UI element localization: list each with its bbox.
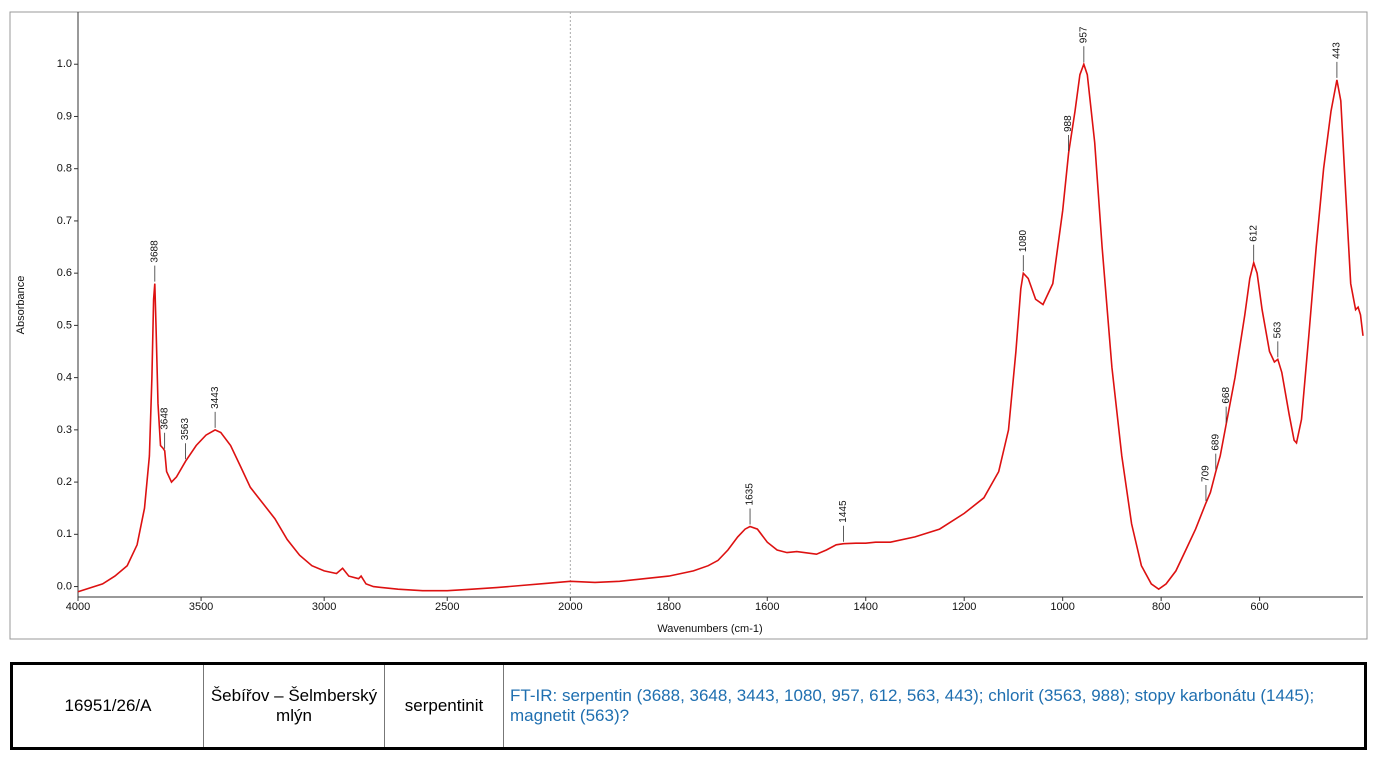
peak-label: 443 (1332, 42, 1343, 59)
peak-label: 957 (1078, 26, 1089, 43)
sample-table: 16951/26/A Šebířov – Šelmberský mlýn ser… (10, 662, 1367, 750)
peak-label: 1445 (838, 500, 849, 523)
y-axis-label: Absorbance (15, 276, 27, 335)
y-tick-label: 0.7 (57, 215, 72, 227)
x-tick-label: 1000 (1050, 601, 1074, 613)
x-tick-label: 3500 (189, 601, 213, 613)
sample-id: 16951/26/A (11, 663, 204, 749)
x-tick-label: 600 (1250, 601, 1268, 613)
y-tick-label: 0.5 (57, 319, 72, 331)
description: FT-IR: serpentin (3688, 3648, 3443, 1080… (503, 663, 1366, 749)
chart: Wavenumbers (cm-1) Absorbance 0.0 0.1 0.2 0… (9, 11, 1368, 640)
x-tick-label: 2000 (558, 601, 582, 613)
peak-label: 988 (1063, 115, 1074, 132)
y-tick-label: 0.1 (57, 528, 72, 540)
peak-label: 3563 (180, 418, 191, 441)
x-tick-label: 4000 (66, 601, 90, 613)
x-tick-label: 1400 (853, 601, 877, 613)
x-tick-label: 1800 (657, 601, 681, 613)
spectrum-line (77, 61, 1364, 593)
table-row: 16951/26/A Šebířov – Šelmberský mlýn ser… (11, 663, 1366, 749)
y-tick-label: 0.2 (57, 476, 72, 488)
y-tick-label: 1.0 (57, 58, 72, 70)
x-tick-label: 1600 (755, 601, 779, 613)
x-tick-label: 800 (1152, 601, 1170, 613)
peak-label: 612 (1248, 225, 1259, 242)
peak-label: 1080 (1018, 229, 1029, 252)
peak-label: 3648 (159, 407, 170, 430)
peak-label: 689 (1210, 434, 1221, 451)
x-tick-label: 2500 (435, 601, 459, 613)
x-tick-label: 1200 (952, 601, 976, 613)
peak-label: 668 (1221, 387, 1232, 404)
y-tick-label: 0.4 (57, 372, 72, 384)
locality: Šebířov – Šelmberský mlýn (203, 663, 385, 749)
y-tick-label: 0.8 (57, 163, 72, 175)
x-tick-label: 3000 (312, 601, 336, 613)
peak-label: 709 (1201, 465, 1212, 482)
x-axis-label: Wavenumbers (cm-1) (657, 623, 762, 635)
y-tick-label: 0.6 (57, 267, 72, 279)
y-tick-label: 0.9 (57, 110, 72, 122)
peak-label: 1635 (745, 483, 756, 506)
y-tick-label: 0.3 (57, 424, 72, 436)
rock: serpentinit (384, 663, 504, 749)
peak-label: 3443 (210, 386, 221, 409)
chart-frame (9, 11, 1368, 640)
y-tick-label: 0.0 (57, 580, 72, 592)
peak-label: 563 (1272, 321, 1283, 338)
peak-label: 3688 (149, 240, 160, 263)
